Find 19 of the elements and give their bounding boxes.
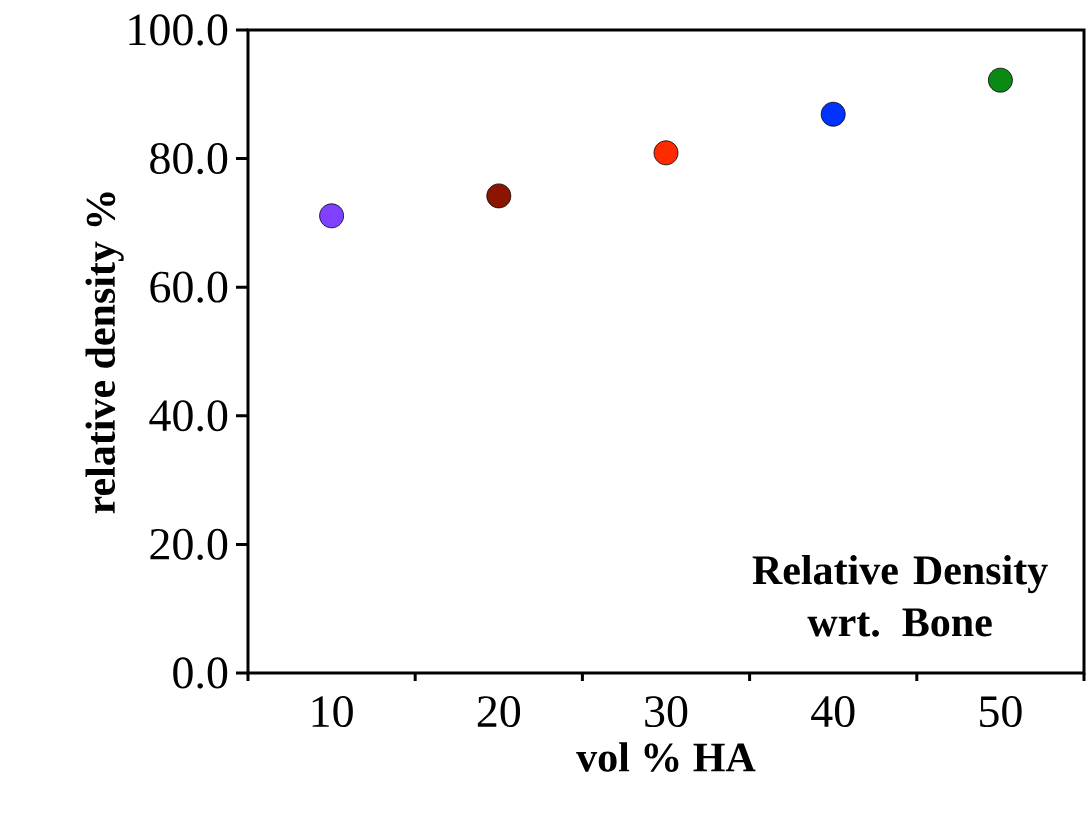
y-tick-label: 80.0: [150, 142, 228, 175]
x-tick-label: 50: [980, 696, 1022, 728]
y-tick-label: 40.0: [149, 400, 228, 432]
x-tick-label: 20: [477, 696, 521, 728]
y-tick-label: 60.0: [150, 271, 228, 303]
annotation: Relative Density wrt. Bone: [752, 554, 1048, 637]
y-axis-title: relative density %: [85, 192, 124, 514]
x-tick-label: 40: [811, 696, 855, 728]
point: [988, 67, 1013, 93]
point: [820, 101, 846, 127]
x-tick-label: 30: [645, 696, 688, 728]
point: [319, 203, 344, 229]
point: [486, 183, 512, 209]
y-tick-label: 0.0: [173, 657, 228, 689]
y-tick-label: 100.0: [129, 14, 228, 46]
x-axis-title: vol % HA: [576, 742, 756, 772]
y-tick-label: 20.0: [150, 528, 228, 561]
point: [653, 140, 679, 166]
x-tick-label: 10: [312, 696, 353, 728]
